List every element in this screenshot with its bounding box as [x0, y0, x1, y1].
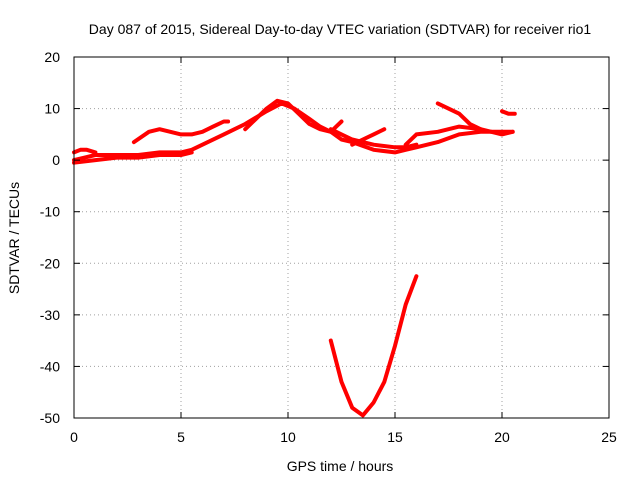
y-tick-label: 20	[44, 49, 60, 65]
x-tick-label: 10	[280, 429, 296, 445]
series-track-7	[350, 127, 387, 147]
series-track-5	[243, 98, 344, 134]
y-tick-label: -20	[40, 255, 60, 271]
x-tick-label: 0	[70, 429, 78, 445]
series-track-4	[131, 119, 231, 145]
data-series	[72, 98, 517, 418]
y-tick-label: -50	[40, 410, 60, 426]
y-tick-label: -30	[40, 307, 60, 323]
series-track-6	[328, 127, 419, 150]
series-track-8	[403, 124, 515, 147]
series-track-10	[500, 109, 517, 116]
grid-lines	[74, 57, 609, 418]
x-tick-label: 20	[494, 429, 510, 445]
x-tick-label: 25	[601, 429, 617, 445]
y-tick-label: 0	[52, 152, 60, 168]
y-axis-label: SDTVAR / TECUs	[6, 182, 22, 294]
y-tick-labels: 20 10 0 -10 -20 -30 -40 -50	[40, 49, 60, 426]
chart-title: Day 087 of 2015, Sidereal Day-to-day VTE…	[89, 21, 592, 37]
y-tick-label: 10	[44, 101, 60, 117]
axis-ticks	[73, 56, 610, 419]
y-tick-label: -10	[40, 204, 60, 220]
series-track-3	[72, 147, 98, 155]
series-track-1	[72, 101, 515, 163]
x-tick-labels: 0 5 10 15 20 25	[70, 429, 617, 445]
series-track-11	[328, 274, 419, 418]
series-track-9	[435, 101, 483, 132]
x-axis-label: GPS time / hours	[287, 458, 394, 474]
y-tick-label: -40	[40, 358, 60, 374]
x-tick-label: 15	[387, 429, 403, 445]
plot-frame	[73, 56, 610, 419]
series-track-2	[72, 150, 194, 165]
x-tick-label: 5	[177, 429, 185, 445]
